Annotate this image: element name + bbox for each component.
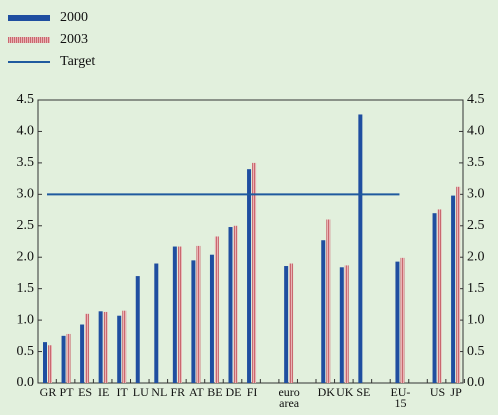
y2-tick-label: 3.0 xyxy=(467,187,485,202)
bar xyxy=(177,246,182,383)
y-tick-label: 0.5 xyxy=(17,344,35,359)
x-tick-label: LU xyxy=(132,385,149,399)
y2-tick-label: 2.5 xyxy=(467,218,485,233)
x-tick-label: IE xyxy=(97,385,110,399)
y2-tick-label: 4.5 xyxy=(467,92,485,107)
x-tick-label: BE xyxy=(207,385,223,399)
bar xyxy=(98,311,103,383)
y2-tick-label: 2.0 xyxy=(467,249,485,264)
y-tick-label: 0.0 xyxy=(17,375,35,390)
x-tick-label: UK xyxy=(336,385,354,399)
y2-tick-label: 0.0 xyxy=(467,375,485,390)
bar xyxy=(395,261,400,383)
bar xyxy=(214,236,219,383)
x-tick-label: FI xyxy=(246,385,258,399)
bar xyxy=(122,310,127,383)
x-tick-label: PT xyxy=(59,385,74,399)
bar xyxy=(135,276,140,383)
x-tick-label: NL xyxy=(151,385,168,399)
y2-tick-label: 1.0 xyxy=(467,312,485,327)
bar xyxy=(456,186,461,383)
bar xyxy=(358,114,363,383)
bar xyxy=(66,333,71,383)
y-tick-label: 4.5 xyxy=(17,92,35,107)
x-tick-label: IT xyxy=(116,385,128,399)
x-tick-label: AT xyxy=(189,385,204,399)
x-tick-label: GR xyxy=(39,385,57,399)
bar xyxy=(233,225,238,383)
y2-tick-label: 4.0 xyxy=(467,124,485,139)
bar xyxy=(284,266,289,383)
x-tick-label: FR xyxy=(170,385,186,399)
x-tick-label: euro area xyxy=(278,385,300,410)
bar xyxy=(321,240,326,383)
bar xyxy=(61,335,66,383)
legend-label: 2003 xyxy=(60,32,88,47)
bar xyxy=(191,260,196,383)
bar xyxy=(154,263,159,383)
y2-tick-label: 3.5 xyxy=(467,155,485,170)
x-tick-label: US xyxy=(429,385,446,399)
bar xyxy=(326,219,331,383)
y-tick-label: 3.0 xyxy=(17,187,35,202)
bar xyxy=(451,195,456,383)
y-tick-label: 2.5 xyxy=(17,218,35,233)
bar xyxy=(339,267,344,383)
y-tick-label: 1.0 xyxy=(17,312,35,327)
bar xyxy=(85,313,90,383)
legend-label: 2000 xyxy=(60,10,88,25)
y-tick-label: 4.0 xyxy=(17,124,35,139)
bar xyxy=(228,227,233,383)
bar xyxy=(80,324,85,383)
y2-tick-label: 1.5 xyxy=(467,281,485,296)
legend-swatch xyxy=(8,15,50,21)
bar xyxy=(117,315,122,383)
bar xyxy=(289,263,294,383)
x-tick-label: DK xyxy=(317,385,335,399)
y-tick-label: 3.5 xyxy=(17,155,35,170)
bar xyxy=(172,246,177,383)
bar xyxy=(209,254,214,383)
bar xyxy=(103,311,108,383)
legend-swatch xyxy=(8,37,50,43)
bar xyxy=(400,257,405,383)
y-tick-label: 1.5 xyxy=(17,281,35,296)
bar xyxy=(252,162,257,383)
bar xyxy=(196,245,201,383)
y2-tick-label: 0.5 xyxy=(467,344,485,359)
x-tick-label: DE xyxy=(225,385,242,399)
bar xyxy=(48,345,52,383)
x-tick-label: EU-15 xyxy=(390,385,411,410)
x-tick-label: SE xyxy=(356,385,371,399)
bar xyxy=(247,169,252,383)
x-tick-label: JP xyxy=(450,385,462,399)
bar xyxy=(43,342,47,383)
y-tick-label: 2.0 xyxy=(17,249,35,264)
bar xyxy=(437,209,442,383)
bar xyxy=(432,213,437,383)
x-tick-label: ES xyxy=(78,385,93,399)
bar xyxy=(344,265,349,383)
legend-label: Target xyxy=(60,54,95,69)
